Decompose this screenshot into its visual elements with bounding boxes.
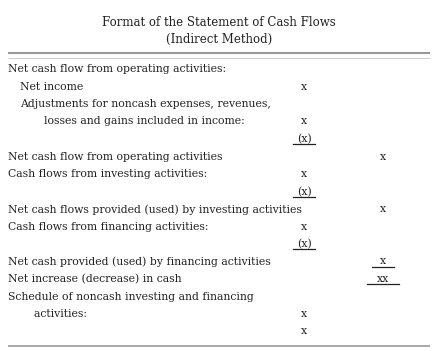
Text: x: x xyxy=(301,169,307,179)
Text: Net cash provided (used) by financing activities: Net cash provided (used) by financing ac… xyxy=(8,257,271,267)
Text: Cash flows from investing activities:: Cash flows from investing activities: xyxy=(8,169,207,179)
Text: (x): (x) xyxy=(297,239,312,249)
Text: Cash flows from financing activities:: Cash flows from financing activities: xyxy=(8,221,208,232)
Text: Net cash flow from operating activities:: Net cash flow from operating activities: xyxy=(8,64,226,74)
Text: (Indirect Method): (Indirect Method) xyxy=(166,33,272,46)
Text: Adjustments for noncash expenses, revenues,: Adjustments for noncash expenses, revenu… xyxy=(20,99,271,109)
Text: Net cash flows provided (used) by investing activities: Net cash flows provided (used) by invest… xyxy=(8,204,302,214)
Text: activities:: activities: xyxy=(20,309,87,319)
Text: (x): (x) xyxy=(297,134,312,144)
Text: Format of the Statement of Cash Flows: Format of the Statement of Cash Flows xyxy=(102,16,336,29)
Text: x: x xyxy=(301,81,307,92)
Text: x: x xyxy=(301,117,307,126)
Text: Net cash flow from operating activities: Net cash flow from operating activities xyxy=(8,152,223,161)
Text: x: x xyxy=(380,257,386,266)
Text: losses and gains included in income:: losses and gains included in income: xyxy=(30,117,245,126)
Text: Net income: Net income xyxy=(20,81,83,92)
Text: x: x xyxy=(301,309,307,319)
Text: Net increase (decrease) in cash: Net increase (decrease) in cash xyxy=(8,274,182,284)
Text: Schedule of noncash investing and financing: Schedule of noncash investing and financ… xyxy=(8,291,254,302)
Text: x: x xyxy=(380,152,386,161)
Text: x: x xyxy=(301,326,307,337)
Text: (x): (x) xyxy=(297,186,312,197)
Text: x: x xyxy=(380,204,386,214)
Text: xx: xx xyxy=(377,274,389,284)
Text: x: x xyxy=(301,221,307,232)
